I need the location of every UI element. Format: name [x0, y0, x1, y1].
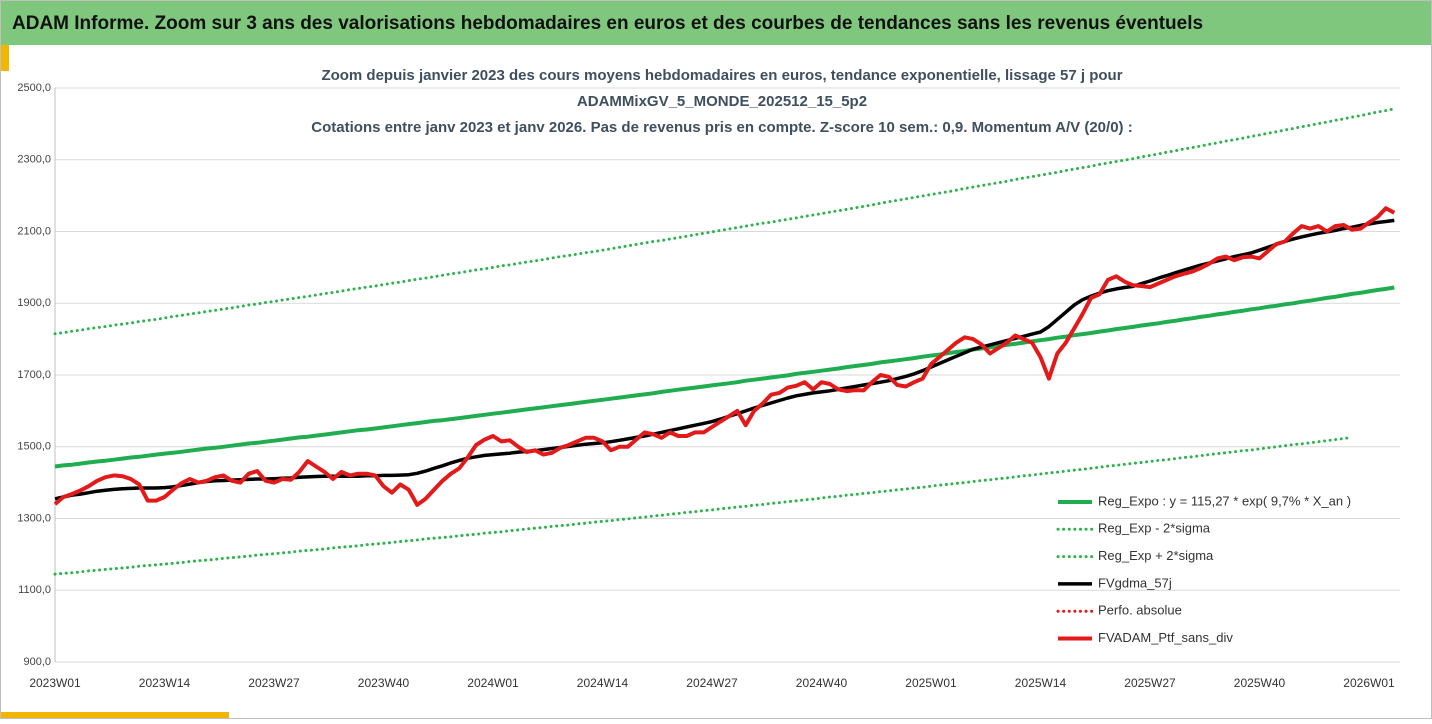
- series-line: [53, 107, 1396, 336]
- x-tick-label: 2024W14: [577, 676, 629, 690]
- x-tick-label: 2023W14: [139, 676, 191, 690]
- x-tick-label: 2025W27: [1124, 676, 1176, 690]
- legend-label: Reg_Expo : y = 115,27 * exp( 9,7% * X_an…: [1098, 493, 1351, 508]
- x-tick-label: 2024W27: [686, 676, 738, 690]
- chart-title: Cotations entre janv 2023 et janv 2026. …: [311, 119, 1132, 136]
- series-line: [53, 206, 1396, 507]
- chart-title: Zoom depuis janvier 2023 des cours moyen…: [321, 67, 1122, 84]
- legend-label: FVADAM_Ptf_sans_div: [1098, 630, 1233, 645]
- series-line: [54, 285, 1395, 469]
- page-title: ADAM Informe. Zoom sur 3 ans des valoris…: [12, 13, 1203, 34]
- x-tick-label: 2023W27: [248, 676, 300, 690]
- legend-label: FVgdma_57j: [1098, 575, 1172, 590]
- x-tick-label: 2023W40: [358, 676, 410, 690]
- x-tick-label: 2025W01: [905, 676, 957, 690]
- y-tick-label: 1100,0: [18, 584, 51, 596]
- chart-title: ADAMMixGV_5_MONDE_202512_15_5p2: [577, 93, 867, 110]
- x-tick-label: 2024W40: [796, 676, 848, 690]
- y-tick-label: 2100,0: [17, 225, 51, 237]
- legend-label: Reg_Exp + 2*sigma: [1098, 548, 1214, 563]
- x-tick-label: 2023W01: [29, 676, 81, 690]
- y-tick-label: 1300,0: [17, 512, 51, 524]
- series-line: [53, 435, 1354, 576]
- legend: Reg_Expo : y = 115,27 * exp( 9,7% * X_an…: [1056, 493, 1351, 645]
- legend-label: Reg_Exp - 2*sigma: [1098, 521, 1211, 536]
- accent-bottom: [1, 712, 229, 718]
- plot: [53, 107, 1396, 576]
- x-tick-label: 2025W40: [1234, 676, 1286, 690]
- y-tick-label: 1500,0: [17, 441, 51, 453]
- grid: 900,0 1100,0 1300,0 1500,0 1700,0 1900,0 2100,…: [17, 82, 1400, 690]
- y-tick-label: 900,0: [23, 656, 51, 668]
- accent-left: [1, 45, 9, 71]
- header-band: [1, 1, 1431, 45]
- x-tick-label: 2024W01: [467, 676, 519, 690]
- x-tick-label: 2025W14: [1015, 676, 1067, 690]
- y-tick-label: 2300,0: [17, 154, 51, 166]
- legend-label: Perfo. absolue: [1098, 603, 1182, 618]
- y-tick-label: 1700,0: [17, 369, 51, 381]
- y-tick-label: 1900,0: [17, 297, 51, 309]
- x-tick-label: 2026W01: [1343, 676, 1395, 690]
- y-tick-label: 2500,0: [17, 82, 51, 94]
